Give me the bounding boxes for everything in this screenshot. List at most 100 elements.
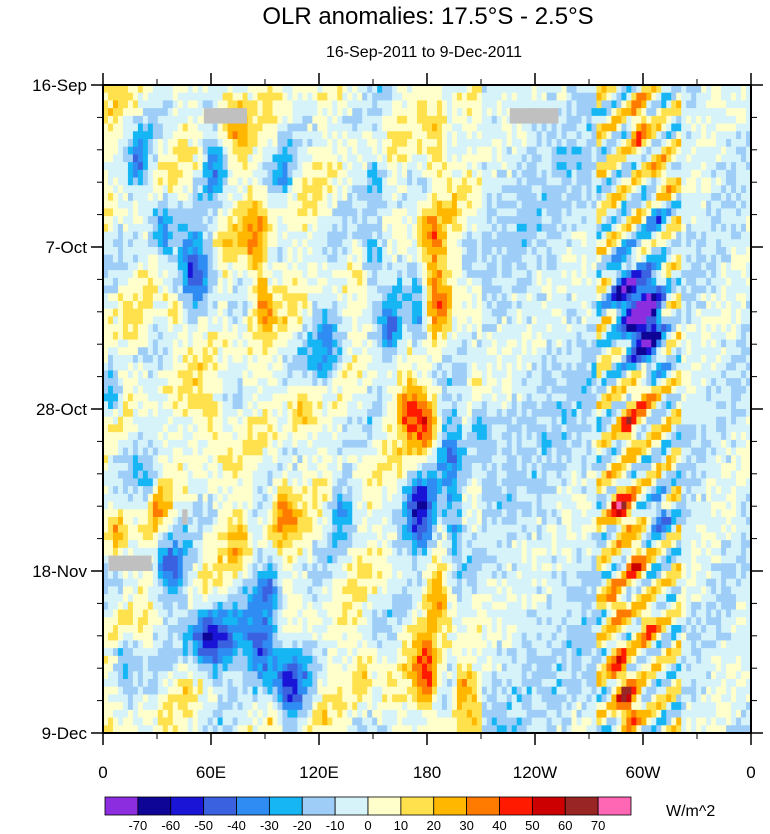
heatmap-cell <box>741 301 747 310</box>
heatmap-cell <box>362 270 368 279</box>
heatmap-cell <box>696 185 702 194</box>
heatmap-cell <box>112 308 119 318</box>
heatmap-cell <box>407 239 413 248</box>
heatmap-cell <box>676 208 682 217</box>
heatmap-cell <box>212 370 219 379</box>
heatmap-cell <box>347 85 353 94</box>
heatmap-cell <box>167 208 174 217</box>
heatmap-cell <box>646 355 652 364</box>
heatmap-cell <box>506 108 513 117</box>
heatmap-cell <box>277 239 284 248</box>
heatmap-cell <box>546 177 553 186</box>
heatmap-cell <box>466 131 473 140</box>
heatmap-cell <box>721 146 727 156</box>
heatmap-cell <box>561 293 568 302</box>
heatmap-cell <box>212 254 219 264</box>
heatmap-cell <box>367 146 373 156</box>
heatmap-cell <box>192 131 199 140</box>
heatmap-cell <box>402 339 408 348</box>
heatmap-cell <box>536 247 543 256</box>
heatmap-cell <box>711 308 717 318</box>
heatmap-cell <box>307 378 313 387</box>
heatmap-cell <box>741 239 747 248</box>
heatmap-cell <box>621 177 627 186</box>
heatmap-cell <box>541 92 548 102</box>
heatmap-cell <box>302 316 308 325</box>
heatmap-cell <box>641 262 647 271</box>
heatmap-cell <box>337 169 343 179</box>
heatmap-cell <box>107 231 114 240</box>
heatmap-cell <box>282 254 289 264</box>
heatmap-cell <box>471 216 478 225</box>
heatmap-cell <box>207 277 214 287</box>
heatmap-cell <box>147 247 154 256</box>
heatmap-cell <box>676 285 682 294</box>
heatmap-cell <box>427 216 433 225</box>
heatmap-cell <box>516 262 523 271</box>
heatmap-cell <box>262 92 269 102</box>
heatmap-cell <box>741 355 747 364</box>
heatmap-cell <box>112 162 119 171</box>
heatmap-cell <box>656 85 662 94</box>
heatmap-cell <box>382 208 388 217</box>
heatmap-cell <box>292 185 298 194</box>
heatmap-cell <box>746 131 752 140</box>
heatmap-cell <box>127 146 134 156</box>
heatmap-cell <box>152 339 159 348</box>
heatmap-cell <box>252 254 259 264</box>
heatmap-cell <box>556 216 563 225</box>
heatmap-cell <box>561 324 568 333</box>
heatmap-cell <box>646 100 652 109</box>
heatmap-cell <box>272 262 279 271</box>
heatmap-cell <box>177 200 184 210</box>
heatmap-cell <box>242 169 249 179</box>
heatmap-cell <box>127 262 134 271</box>
heatmap-cell <box>257 231 264 240</box>
heatmap-cell <box>377 200 383 210</box>
heatmap-cell <box>152 208 159 217</box>
heatmap-cell <box>182 239 189 248</box>
heatmap-cell <box>382 324 388 333</box>
heatmap-cell <box>716 123 722 132</box>
heatmap-cell <box>546 92 553 102</box>
heatmap-cell <box>142 85 149 94</box>
heatmap-cell <box>327 200 333 210</box>
heatmap-cell <box>317 239 323 248</box>
heatmap-cell <box>257 169 264 179</box>
heatmap-cell <box>412 285 418 294</box>
heatmap-cell <box>132 355 139 364</box>
heatmap-cell <box>137 362 144 372</box>
heatmap-cell <box>147 355 154 364</box>
heatmap-cell <box>252 146 259 156</box>
heatmap-cell <box>471 270 478 279</box>
heatmap-cell <box>731 154 737 163</box>
heatmap-cell <box>347 254 353 264</box>
heatmap-cell <box>541 131 548 140</box>
heatmap-cell <box>671 301 677 310</box>
heatmap-cell <box>496 324 503 333</box>
heatmap-cell <box>267 169 274 179</box>
heatmap-cell <box>571 339 578 348</box>
heatmap-cell <box>596 370 603 379</box>
heatmap-cell <box>352 92 358 102</box>
heatmap-cell <box>431 254 438 264</box>
heatmap-cell <box>746 339 752 348</box>
heatmap-cell <box>182 339 189 348</box>
heatmap-cell <box>357 254 363 264</box>
heatmap-cell <box>506 277 513 287</box>
heatmap-cell <box>541 370 548 379</box>
heatmap-cell <box>681 301 687 310</box>
heatmap-cell <box>407 139 413 148</box>
heatmap-cell <box>446 355 453 364</box>
heatmap-cell <box>701 239 707 248</box>
heatmap-cell <box>606 162 613 171</box>
heatmap-cell <box>297 185 303 194</box>
heatmap-cell <box>481 301 488 310</box>
heatmap-cell <box>446 216 453 225</box>
heatmap-cell <box>347 131 353 140</box>
heatmap-cell <box>486 177 493 186</box>
heatmap-cell <box>402 301 408 310</box>
heatmap-cell <box>417 208 423 217</box>
heatmap-cell <box>177 308 184 318</box>
heatmap-cell <box>541 277 548 287</box>
